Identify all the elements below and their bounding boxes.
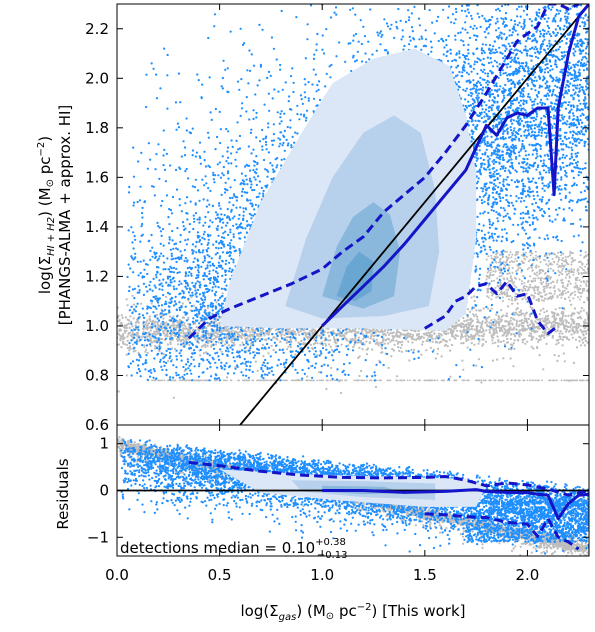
main-y-axis-label: log(ΣHI + H2) (M⊙ pc−2) [PHANGS-ALMA + a…	[36, 105, 74, 326]
one-to-one-line	[239, 4, 589, 425]
median-line	[321, 4, 589, 327]
scatter-dots	[485, 250, 589, 302]
residual-upper-percentile-line	[188, 460, 589, 497]
median-annotation: detections median = 0.10+0.38 −0.13	[120, 537, 347, 561]
residual-lower-percentile-line	[424, 512, 580, 551]
y-tick-label: 1.8	[85, 119, 109, 137]
density-contours	[219, 48, 477, 331]
residual-y-tick-label: 1	[99, 435, 109, 453]
x-tick-label: 0.5	[208, 566, 232, 584]
main-y-label-line2: [PHANGS-ALMA + approx. HI]	[56, 105, 74, 326]
y-tick-label: 2.0	[85, 69, 109, 87]
main-plot-area	[117, 4, 589, 425]
residuals-plot-area	[117, 436, 589, 556]
x-tick-label: 0.0	[105, 566, 129, 584]
residuals-y-axis-label: Residuals	[54, 458, 72, 529]
main-y-label-line1: log(ΣHI + H2) (M⊙ pc−2)	[36, 136, 57, 294]
y-tick-label: 2.2	[85, 20, 109, 38]
contour-core	[336, 251, 374, 302]
y-tick-label: 1.2	[85, 267, 109, 285]
residuals-panel: −1 0 1 0.0 0.5 1.0 1.5 2.0 Residuals detection…	[54, 424, 590, 623]
residual-y-tick-label: 0	[99, 482, 109, 500]
x-tick-label: 1.0	[310, 566, 334, 584]
y-tick-label: 0.6	[85, 416, 109, 434]
y-tick-label: 1.6	[85, 168, 109, 186]
y-tick-label: 1.4	[85, 218, 109, 236]
main-x-ticks	[116, 4, 528, 425]
x-axis-label: log(Σgas) (M⊙ pc−2) [This work]	[240, 602, 465, 623]
main-panel: 0.6 0.8 1.0 1.2 1.4 1.6 1.8 2.0 2.2 log(ΣHI + H2…	[36, 3, 590, 434]
y-tick-label: 1.0	[85, 317, 109, 335]
residual-median-lines	[188, 460, 589, 551]
median-lines	[187, 4, 589, 425]
upper-percentile-line	[187, 4, 580, 340]
residual-median-line	[322, 488, 589, 521]
lower-percentile-line	[424, 279, 560, 335]
y-tick-label: 0.8	[85, 366, 109, 384]
residuals-x-ticks: 0.0 0.5 1.0 1.5 2.0	[105, 425, 539, 584]
x-tick-label: 1.5	[413, 566, 437, 584]
x-tick-label: 2.0	[516, 566, 540, 584]
residuals-y-ticks: −1 0 1	[87, 435, 589, 546]
residual-y-tick-label: −1	[87, 528, 109, 546]
